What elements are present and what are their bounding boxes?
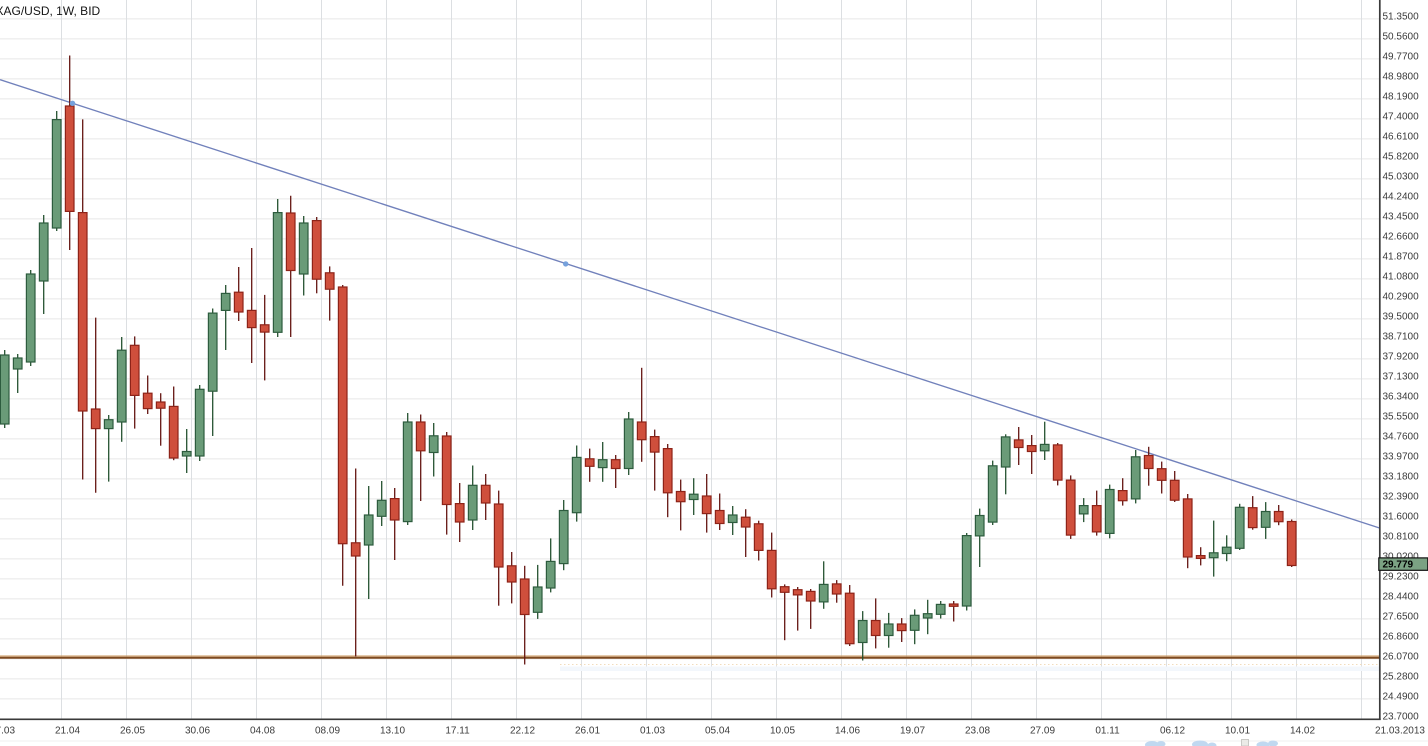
svg-text:30.06: 30.06	[185, 726, 210, 737]
svg-text:27.09: 27.09	[1030, 726, 1055, 737]
svg-text:23.08: 23.08	[965, 726, 990, 737]
svg-text:29.779: 29.779	[1383, 560, 1414, 571]
svg-text:26.8600: 26.8600	[1383, 632, 1420, 643]
svg-text:35.5500: 35.5500	[1383, 412, 1420, 423]
svg-text:33.1800: 33.1800	[1383, 472, 1420, 483]
svg-text:30.0200: 30.0200	[1383, 552, 1420, 563]
svg-text:21.03.2013: 21.03.2013	[1375, 726, 1425, 737]
svg-text:27.6500: 27.6500	[1383, 612, 1420, 623]
svg-text:10.05: 10.05	[770, 726, 795, 737]
svg-text:XAG/USD, 1W, BID: XAG/USD, 1W, BID	[0, 4, 101, 18]
svg-text:39.5000: 39.5000	[1383, 312, 1420, 323]
svg-text:41.8700: 41.8700	[1383, 252, 1420, 263]
svg-text:14.02: 14.02	[1290, 726, 1315, 737]
svg-text:14.06: 14.06	[835, 726, 860, 737]
svg-text:45.0300: 45.0300	[1383, 172, 1420, 183]
svg-text:51.3500: 51.3500	[1383, 12, 1420, 23]
svg-text:42.6600: 42.6600	[1383, 232, 1420, 243]
svg-text:31.6000: 31.6000	[1383, 512, 1420, 523]
svg-text:30.8100: 30.8100	[1383, 532, 1420, 543]
svg-text:25.2800: 25.2800	[1383, 672, 1420, 683]
svg-text:17.11: 17.11	[445, 726, 470, 737]
svg-text:33.9700: 33.9700	[1383, 452, 1420, 463]
svg-text:01.11: 01.11	[1095, 726, 1120, 737]
svg-text:24.4900: 24.4900	[1383, 692, 1420, 703]
svg-text:04.08: 04.08	[250, 726, 275, 737]
svg-text:48.1900: 48.1900	[1383, 92, 1420, 103]
svg-text:47.4000: 47.4000	[1383, 112, 1420, 123]
svg-text:50.5600: 50.5600	[1383, 32, 1420, 43]
svg-text:10.01: 10.01	[1225, 726, 1250, 737]
svg-text:34.7600: 34.7600	[1383, 432, 1420, 443]
svg-text:48.9800: 48.9800	[1383, 72, 1420, 83]
svg-text:41.0800: 41.0800	[1383, 272, 1420, 283]
svg-text:06.12: 06.12	[1160, 726, 1185, 737]
svg-text:01.03: 01.03	[640, 726, 665, 737]
svg-text:26.0700: 26.0700	[1383, 652, 1420, 663]
svg-text:43.4500: 43.4500	[1383, 212, 1420, 223]
svg-text:28.4400: 28.4400	[1383, 592, 1420, 603]
svg-text:46.6100: 46.6100	[1383, 132, 1420, 143]
svg-text:44.2400: 44.2400	[1383, 192, 1420, 203]
svg-text:37.9200: 37.9200	[1383, 352, 1420, 363]
svg-text:49.7700: 49.7700	[1383, 52, 1420, 63]
svg-text:23.7000: 23.7000	[1383, 712, 1420, 723]
svg-text:26.05: 26.05	[120, 726, 145, 737]
svg-text:19.07: 19.07	[900, 726, 925, 737]
svg-text:36.3400: 36.3400	[1383, 392, 1420, 403]
svg-text:38.7100: 38.7100	[1383, 332, 1420, 343]
svg-text:05.04: 05.04	[705, 726, 730, 737]
svg-text:37.1300: 37.1300	[1383, 372, 1420, 383]
svg-text:29.2300: 29.2300	[1383, 572, 1420, 583]
svg-text:45.8200: 45.8200	[1383, 152, 1420, 163]
svg-text:26.01: 26.01	[575, 726, 600, 737]
svg-text:22.12: 22.12	[510, 726, 535, 737]
svg-text:40.2900: 40.2900	[1383, 292, 1420, 303]
svg-text:08.09: 08.09	[315, 726, 340, 737]
svg-text:13.10: 13.10	[380, 726, 405, 737]
svg-text:21.04: 21.04	[55, 726, 80, 737]
svg-text:32.3900: 32.3900	[1383, 492, 1420, 503]
svg-text:17.03: 17.03	[0, 726, 15, 737]
